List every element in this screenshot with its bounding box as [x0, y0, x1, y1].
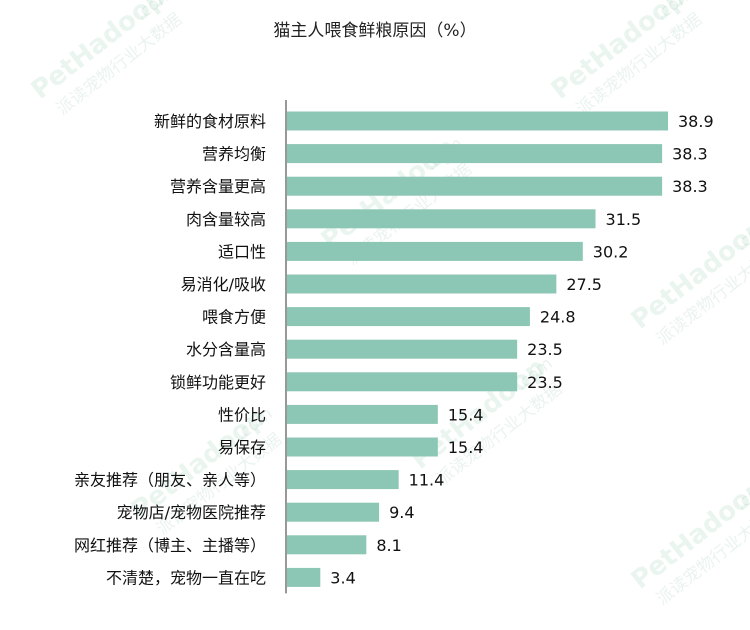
- value-label: 38.3: [672, 145, 708, 164]
- category-label: 新鲜的食材原料: [154, 112, 266, 131]
- category-label: 锁鲜功能更好: [170, 373, 266, 392]
- category-label: 不清楚，宠物一直在吃: [106, 568, 266, 587]
- value-label: 15.4: [448, 438, 484, 457]
- value-label: 9.4: [389, 503, 414, 522]
- chart-title: 猫主人喂食鲜粮原因（%）: [273, 21, 477, 41]
- value-label: 27.5: [566, 275, 602, 294]
- value-label: 38.3: [672, 177, 708, 196]
- bar: [287, 176, 663, 196]
- category-label: 易保存: [218, 438, 266, 457]
- value-label: 30.2: [593, 242, 629, 261]
- bar: [287, 535, 367, 555]
- value-label: 38.9: [678, 112, 714, 131]
- bar: [287, 437, 438, 457]
- bar: [287, 209, 596, 229]
- value-label: 31.5: [606, 210, 642, 229]
- value-label: 11.4: [409, 471, 445, 490]
- category-label: 营养均衡: [202, 145, 266, 164]
- category-label: 肉含量较高: [186, 210, 266, 229]
- bar: [287, 307, 530, 327]
- value-label: 3.4: [330, 568, 355, 587]
- value-label: 23.5: [527, 340, 563, 359]
- category-label: 易消化/吸收: [181, 275, 266, 294]
- category-label: 喂食方便: [202, 308, 266, 327]
- category-label: 宠物店/宠物医院推荐: [117, 503, 266, 522]
- category-label: 网红推荐（博主、主播等）: [74, 536, 266, 555]
- value-label: 15.4: [448, 405, 484, 424]
- bar: [287, 567, 321, 587]
- bar: [287, 111, 668, 131]
- value-label: 24.8: [540, 308, 576, 327]
- category-label: 性价比: [218, 405, 266, 424]
- value-label: 8.1: [376, 536, 401, 555]
- bar: [287, 372, 518, 392]
- category-label: 营养含量更高: [170, 177, 266, 196]
- value-label: 23.5: [527, 373, 563, 392]
- bar: [287, 274, 557, 294]
- category-label: 适口性: [218, 242, 266, 261]
- bar: [287, 470, 399, 490]
- bar: [287, 241, 583, 261]
- bar: [287, 339, 518, 359]
- bar: [287, 502, 380, 522]
- category-label: 水分含量高: [186, 340, 266, 359]
- bar: [287, 144, 663, 164]
- bar: [287, 404, 438, 424]
- category-label: 亲友推荐（朋友、亲人等）: [74, 471, 266, 490]
